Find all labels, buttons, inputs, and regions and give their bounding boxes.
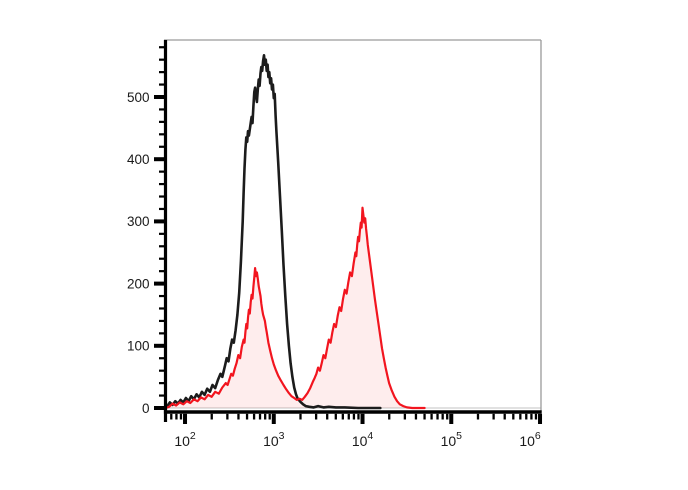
x-tick-label: 103	[263, 430, 285, 449]
y-tick-label: 300	[127, 214, 150, 229]
x-tick-label: 104	[352, 430, 374, 449]
x-tick-label: 105	[441, 430, 463, 449]
control-curve	[164, 54, 382, 410]
y-tick-label: 200	[127, 276, 150, 291]
x-tick-label: 106	[519, 430, 541, 449]
stained-fill	[165, 207, 425, 408]
stained-curve	[164, 206, 426, 410]
x-tick-label: 102	[174, 430, 196, 449]
y-tick-label: 500	[127, 90, 150, 105]
y-tick-label: 0	[142, 401, 150, 416]
y-tick-label: 100	[127, 339, 150, 354]
y-tick-label: 400	[127, 152, 150, 167]
